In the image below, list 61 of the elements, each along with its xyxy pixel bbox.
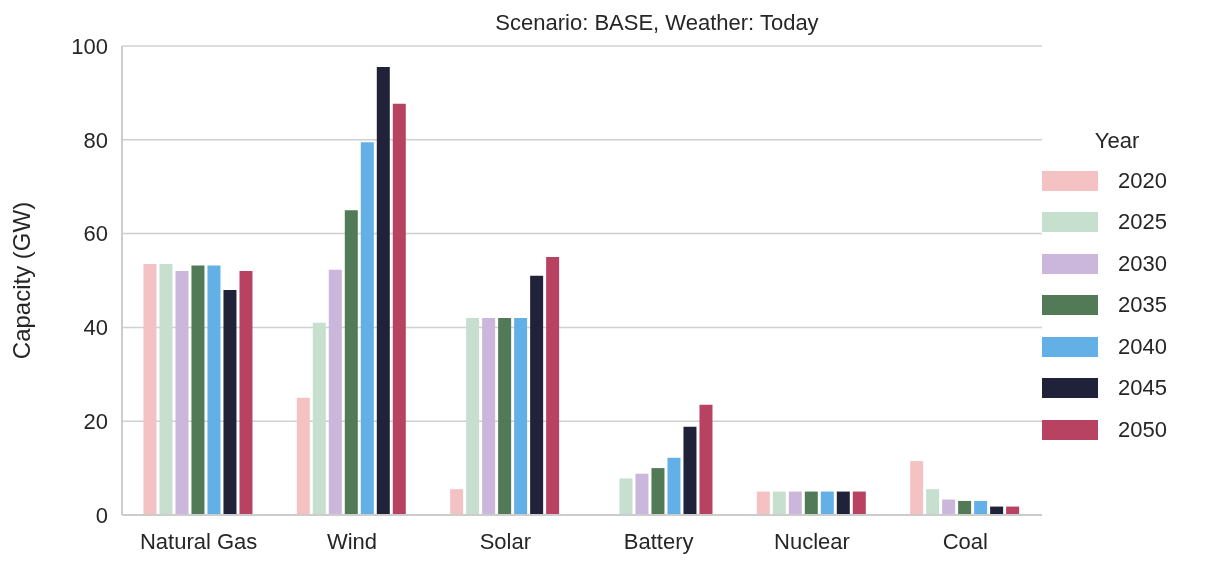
bar [619, 478, 633, 515]
bar [667, 457, 681, 515]
legend-label: 2050 [1118, 416, 1167, 443]
legend-label: 2045 [1118, 375, 1167, 402]
bar [910, 461, 924, 515]
bar [772, 491, 786, 515]
bar [546, 257, 560, 515]
bar [159, 264, 173, 515]
bar [836, 491, 850, 515]
bar [175, 271, 189, 515]
bar [974, 500, 988, 515]
y-tick-label: 40 [83, 315, 108, 341]
bar [820, 491, 834, 515]
bar [699, 404, 713, 515]
bar [852, 491, 866, 515]
bar [239, 271, 253, 515]
bar [942, 499, 956, 515]
bar [328, 269, 342, 515]
x-tick-label: Solar [479, 528, 532, 554]
x-tick-label: Nuclear [774, 528, 850, 554]
legend-label: 2030 [1118, 250, 1167, 277]
y-tick-label: 80 [83, 127, 108, 153]
y-tick-label: 100 [71, 33, 108, 59]
y-tick-label: 60 [83, 221, 108, 247]
bar [191, 265, 205, 515]
x-tick-label: Wind [326, 528, 378, 554]
y-tick-label: 20 [83, 409, 108, 435]
legend-title: Year [1093, 128, 1141, 154]
bar [530, 275, 544, 515]
bar [514, 318, 528, 515]
x-tick-label: Battery [623, 528, 694, 554]
bar [466, 318, 480, 515]
bar [223, 289, 237, 515]
bar [756, 491, 770, 515]
chart-title: Scenario: BASE, Weather: Today [494, 10, 820, 36]
x-tick-label: Coal [942, 528, 988, 554]
bar [958, 500, 972, 515]
bar [450, 489, 464, 515]
bar [143, 264, 157, 515]
legend-label: 2035 [1118, 292, 1167, 319]
bar [360, 142, 374, 515]
bar [651, 468, 665, 515]
bar [804, 491, 818, 515]
bar [635, 473, 649, 515]
x-tick-label: Natural Gas [139, 528, 258, 554]
y-axis-title: Capacity (GW) [7, 201, 35, 360]
bar [312, 322, 326, 515]
bar [926, 489, 940, 515]
bar [344, 210, 358, 515]
bar [498, 318, 512, 515]
bar [296, 397, 310, 515]
legend-label: 2020 [1118, 167, 1167, 194]
bar [392, 103, 406, 515]
bar [482, 318, 496, 515]
bar [376, 67, 390, 515]
legend-label: 2025 [1118, 209, 1167, 236]
y-tick-label: 0 [95, 502, 108, 528]
bar [788, 491, 802, 515]
bar [207, 265, 221, 515]
bar [683, 426, 697, 515]
legend-label: 2040 [1118, 333, 1167, 360]
